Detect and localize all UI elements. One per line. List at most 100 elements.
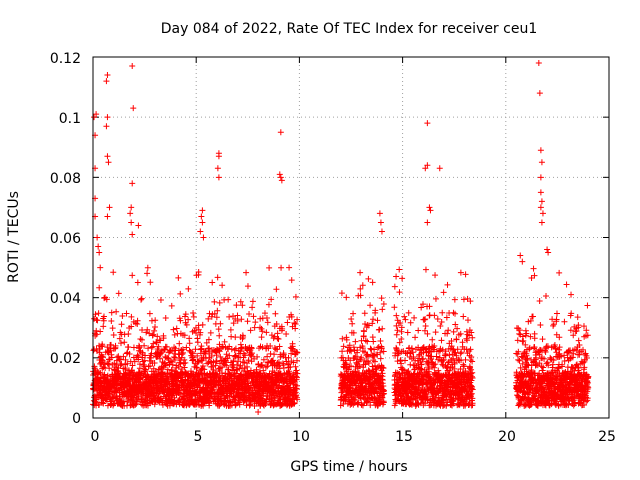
data-point	[345, 366, 352, 373]
data-point	[288, 277, 295, 284]
data-point	[378, 363, 385, 370]
data-point	[365, 353, 372, 360]
data-point	[367, 345, 374, 352]
data-point	[581, 364, 588, 371]
data-point	[118, 360, 125, 367]
data-point	[157, 337, 164, 344]
data-point	[228, 346, 235, 353]
data-point	[136, 344, 143, 351]
data-point	[343, 336, 350, 343]
data-point	[106, 365, 113, 372]
data-point	[393, 331, 400, 338]
data-point	[194, 339, 201, 346]
data-point	[159, 401, 166, 408]
data-point	[407, 361, 414, 368]
data-point	[545, 362, 552, 369]
data-point	[211, 310, 218, 317]
data-point	[177, 317, 184, 324]
data-point	[292, 321, 299, 328]
data-point	[176, 340, 183, 347]
data-point	[279, 325, 286, 332]
data-point	[537, 174, 544, 181]
data-point	[119, 313, 126, 320]
data-point	[521, 402, 528, 409]
data-point	[343, 294, 350, 301]
data-point	[273, 320, 280, 327]
data-point	[377, 355, 384, 362]
data-point	[539, 210, 546, 217]
data-point	[144, 270, 151, 277]
data-point	[108, 309, 115, 316]
data-point	[380, 382, 387, 389]
data-point	[431, 343, 438, 350]
data-point	[452, 321, 459, 328]
data-point	[537, 322, 544, 329]
data-point	[379, 325, 386, 332]
data-point	[446, 367, 453, 374]
data-point	[260, 356, 267, 363]
data-point	[370, 338, 377, 345]
data-point	[584, 395, 591, 402]
data-point	[221, 338, 228, 345]
data-point	[448, 338, 455, 345]
data-point	[117, 362, 124, 369]
y-tick-label: 0.02	[50, 351, 81, 367]
data-point	[531, 272, 538, 279]
data-point	[135, 222, 142, 229]
data-point	[143, 329, 150, 336]
data-point	[561, 318, 568, 325]
data-point	[544, 359, 551, 366]
data-point	[357, 292, 364, 299]
data-point	[553, 310, 560, 317]
data-point	[194, 365, 201, 372]
data-point	[267, 342, 274, 349]
data-point	[141, 342, 148, 349]
data-point	[583, 398, 590, 405]
data-point	[124, 360, 131, 367]
data-point	[538, 159, 545, 166]
data-point	[93, 331, 100, 338]
data-point	[462, 271, 469, 278]
data-point	[374, 317, 381, 324]
y-tick-label: 0	[72, 411, 81, 427]
data-point	[540, 364, 547, 371]
data-point	[538, 219, 545, 226]
data-point	[356, 363, 363, 370]
data-point	[434, 315, 441, 322]
data-point	[129, 180, 136, 187]
data-point	[238, 371, 245, 378]
data-point	[215, 326, 222, 333]
data-point	[451, 296, 458, 303]
data-point	[575, 337, 582, 344]
data-point	[99, 365, 106, 372]
data-point	[101, 295, 108, 302]
data-point	[399, 366, 406, 373]
data-point	[528, 401, 535, 408]
data-point	[199, 219, 206, 226]
data-point	[209, 363, 216, 370]
data-point	[570, 402, 577, 409]
data-point	[109, 325, 116, 332]
data-point	[394, 327, 401, 334]
data-point	[442, 352, 449, 359]
data-point	[380, 365, 387, 372]
data-point	[553, 316, 560, 323]
data-point	[544, 343, 551, 350]
data-point	[265, 301, 272, 308]
data-point	[132, 401, 139, 408]
data-point	[232, 334, 239, 341]
data-point	[559, 361, 566, 368]
data-point	[585, 384, 592, 391]
data-point	[454, 346, 461, 353]
data-point	[148, 344, 155, 351]
data-point	[226, 343, 233, 350]
data-point	[150, 331, 157, 338]
x-tick-label: 10	[292, 429, 310, 445]
x-tick-label: 25	[598, 429, 616, 445]
data-point	[179, 351, 186, 358]
data-point	[129, 362, 136, 369]
data-point	[168, 358, 175, 365]
data-point	[173, 325, 180, 332]
data-point	[453, 336, 460, 343]
data-point	[568, 310, 575, 317]
